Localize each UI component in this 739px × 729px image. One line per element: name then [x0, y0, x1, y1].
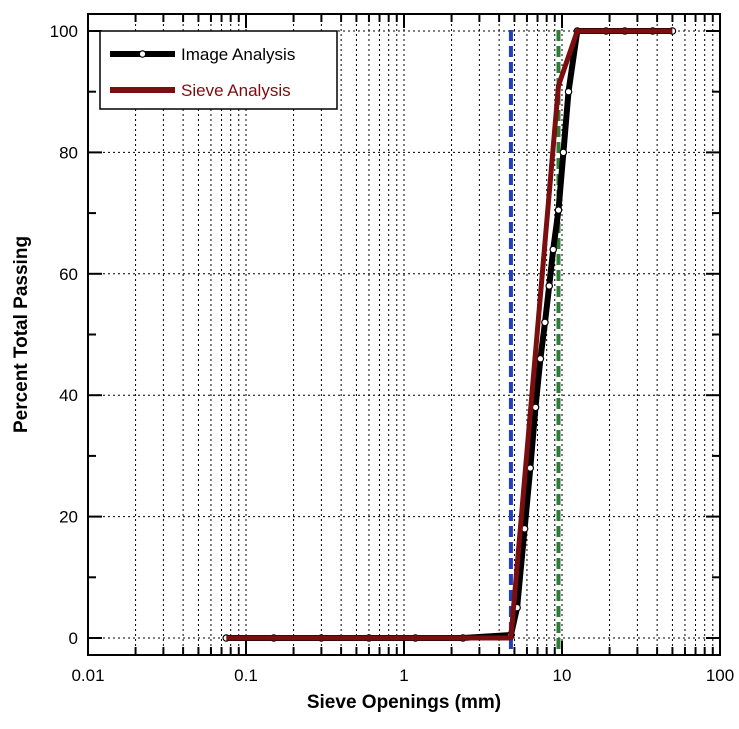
y-tick-label: 100: [50, 22, 78, 41]
y-tick-label: 20: [59, 508, 78, 527]
grid: [88, 14, 720, 655]
x-tick-label: 100: [706, 666, 734, 685]
data-point: [554, 206, 563, 214]
legend-label-image-analysis: Image Analysis: [181, 45, 295, 64]
series-lines: [222, 27, 677, 642]
data-point: [541, 318, 549, 327]
y-axis-title: Percent Total Passing: [11, 236, 32, 433]
x-axis-title: Sieve Openings (mm): [307, 692, 501, 713]
legend-label-sieve-analysis: Sieve Analysis: [181, 81, 291, 100]
axis-ticks: [87, 14, 720, 655]
x-tick-label: 10: [553, 666, 572, 685]
data-point: [559, 148, 568, 157]
x-tick-label: 0.1: [234, 666, 258, 685]
y-tick-label: 40: [59, 386, 78, 405]
x-tick-label: 0.01: [71, 666, 104, 685]
legend: Image Analysis Sieve Analysis: [99, 30, 338, 110]
series-line-sieve-analysis: [226, 28, 673, 641]
data-point: [536, 354, 545, 363]
y-tick-label: 0: [69, 629, 78, 648]
data-point: [564, 87, 573, 96]
legend-marker-image-analysis: [138, 50, 147, 58]
data-point: [545, 282, 554, 290]
reference-lines: [508, 30, 561, 653]
y-tick-label: 60: [59, 265, 78, 284]
legend-box: [99, 30, 338, 110]
tick-labels: 0.01 0.1 1 10 100 0 20 40 60 80 100: [50, 22, 735, 685]
x-tick-label: 1: [399, 666, 408, 685]
data-point: [549, 245, 558, 254]
y-tick-label: 80: [59, 143, 78, 162]
